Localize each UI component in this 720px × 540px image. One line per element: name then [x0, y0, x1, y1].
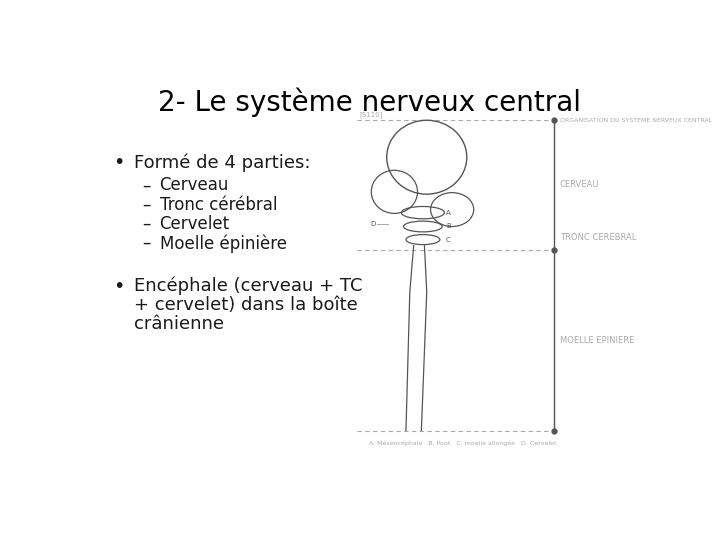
Text: Tronc cérébral: Tronc cérébral: [160, 195, 277, 214]
Text: –: –: [142, 234, 150, 252]
Text: crânienne: crânienne: [134, 315, 224, 333]
Text: TRONC CEREBRAL: TRONC CEREBRAL: [560, 233, 636, 242]
Text: [S110]: [S110]: [360, 111, 383, 118]
Text: •: •: [113, 153, 125, 172]
Text: A: A: [446, 210, 451, 215]
Text: –: –: [142, 177, 150, 194]
Text: A. Mésencéphale   B. Pont   C. moelle allongée   D. Cervelet: A. Mésencéphale B. Pont C. moelle allong…: [369, 441, 557, 447]
Text: C: C: [446, 237, 451, 242]
Text: Encéphale (cerveau + TC: Encéphale (cerveau + TC: [134, 276, 363, 295]
Text: Cervelet: Cervelet: [160, 215, 230, 233]
Text: 2- Le système nerveux central: 2- Le système nerveux central: [158, 88, 580, 117]
Text: + cervelet) dans la boîte: + cervelet) dans la boîte: [134, 296, 358, 314]
Text: CERVEAU: CERVEAU: [560, 180, 599, 190]
Text: –: –: [142, 215, 150, 233]
Text: Formé de 4 parties:: Formé de 4 parties:: [134, 153, 310, 172]
Text: MOELLE EPINIERE: MOELLE EPINIERE: [560, 335, 634, 345]
Text: Moelle épinière: Moelle épinière: [160, 234, 287, 253]
Text: D: D: [370, 221, 375, 227]
Text: B: B: [446, 224, 451, 230]
Text: •: •: [113, 276, 125, 295]
Text: –: –: [142, 195, 150, 214]
Text: Cerveau: Cerveau: [160, 177, 229, 194]
Text: ORGANISATION DU SYSTEME NERVEUX CENTRAL: ORGANISATION DU SYSTEME NERVEUX CENTRAL: [560, 118, 712, 123]
